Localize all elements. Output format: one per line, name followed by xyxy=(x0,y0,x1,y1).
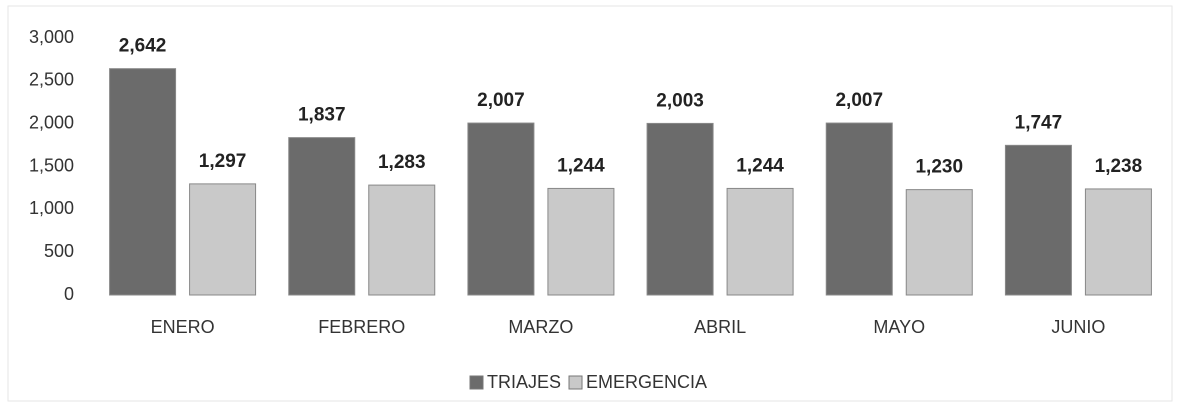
bar xyxy=(1084,188,1152,296)
value-label: 1,297 xyxy=(199,151,247,172)
value-label: 1,244 xyxy=(557,155,605,176)
value-label: 1,283 xyxy=(378,152,426,173)
bar xyxy=(1004,144,1072,296)
bar xyxy=(825,122,893,296)
value-label: 1,244 xyxy=(736,155,784,176)
y-tick-label: 1,000 xyxy=(29,198,74,218)
value-label: 2,642 xyxy=(119,36,167,57)
bar xyxy=(109,68,177,296)
x-tick-label: JUNIO xyxy=(1051,317,1105,337)
x-tick-label: ENERO xyxy=(151,317,215,337)
value-label: 1,230 xyxy=(915,157,963,178)
y-tick-label: 2,000 xyxy=(29,112,74,132)
bar xyxy=(189,183,257,296)
y-tick-label: 0 xyxy=(64,284,74,304)
x-tick-label: MARZO xyxy=(508,317,573,337)
y-tick-label: 500 xyxy=(44,241,74,261)
y-tick-label: 3,000 xyxy=(29,27,74,47)
x-tick-label: FEBRERO xyxy=(318,317,405,337)
bar xyxy=(467,122,535,296)
value-label: 2,007 xyxy=(477,90,525,111)
legend-label: EMERGENCIA xyxy=(586,372,707,392)
x-tick-label: MAYO xyxy=(873,317,925,337)
value-label: 1,238 xyxy=(1095,156,1143,177)
bar xyxy=(726,187,794,296)
legend-label: TRIAJES xyxy=(487,372,561,392)
value-label: 1,747 xyxy=(1015,112,1063,133)
value-label: 2,007 xyxy=(835,90,883,111)
x-tick-label: ABRIL xyxy=(694,317,746,337)
bar xyxy=(288,137,356,296)
bar xyxy=(368,184,436,296)
bar xyxy=(547,187,615,296)
value-label: 2,003 xyxy=(656,90,704,111)
bar xyxy=(646,122,714,296)
value-label: 1,837 xyxy=(298,105,346,126)
y-tick-label: 1,500 xyxy=(29,155,74,175)
legend-swatch xyxy=(568,375,583,390)
legend-swatch xyxy=(469,375,484,390)
bar xyxy=(905,189,973,296)
y-tick-label: 2,500 xyxy=(29,70,74,90)
